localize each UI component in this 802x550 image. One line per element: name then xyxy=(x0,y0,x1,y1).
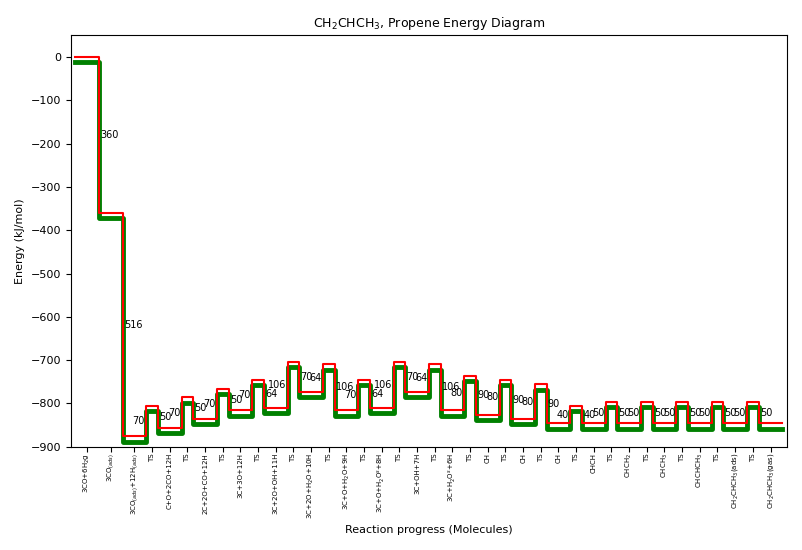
Text: 64: 64 xyxy=(371,389,383,399)
Text: 64: 64 xyxy=(265,389,277,399)
Text: 50: 50 xyxy=(733,408,746,417)
Title: CH$_2$CHCH$_3$, Propene Energy Diagram: CH$_2$CHCH$_3$, Propene Energy Diagram xyxy=(313,15,545,32)
Text: 80: 80 xyxy=(521,397,533,406)
Text: 106: 106 xyxy=(336,382,354,392)
Text: 90: 90 xyxy=(477,390,489,400)
Text: 50: 50 xyxy=(662,408,675,417)
Text: 70: 70 xyxy=(239,390,251,400)
Text: 70: 70 xyxy=(407,372,419,382)
Text: 50: 50 xyxy=(724,408,737,417)
Text: 70: 70 xyxy=(203,399,216,409)
Text: 50: 50 xyxy=(689,408,702,417)
Y-axis label: Energy (kJ/mol): Energy (kJ/mol) xyxy=(15,198,25,284)
Text: 80: 80 xyxy=(486,392,498,403)
Text: 106: 106 xyxy=(374,380,392,390)
Text: 90: 90 xyxy=(512,394,525,404)
Text: 40: 40 xyxy=(557,410,569,420)
Text: 50: 50 xyxy=(618,408,631,417)
Text: 50: 50 xyxy=(654,408,666,417)
Text: 516: 516 xyxy=(124,320,142,329)
Text: 70: 70 xyxy=(132,416,145,426)
Text: 80: 80 xyxy=(451,388,463,398)
Text: 40: 40 xyxy=(583,410,595,420)
Text: 50: 50 xyxy=(760,408,772,417)
Text: 50: 50 xyxy=(230,394,242,404)
Text: 64: 64 xyxy=(310,373,322,383)
Text: 64: 64 xyxy=(415,373,427,383)
Text: 50: 50 xyxy=(194,403,207,413)
Text: 106: 106 xyxy=(268,380,286,390)
Text: 70: 70 xyxy=(301,372,313,382)
Text: 70: 70 xyxy=(168,408,180,417)
Text: 50: 50 xyxy=(627,408,640,417)
Text: 360: 360 xyxy=(100,130,119,140)
Text: 106: 106 xyxy=(442,382,460,392)
Text: 70: 70 xyxy=(345,390,357,400)
Text: 50: 50 xyxy=(698,408,711,417)
Text: 90: 90 xyxy=(548,399,560,409)
X-axis label: Reaction progress (Molecules): Reaction progress (Molecules) xyxy=(345,525,512,535)
Text: 50: 50 xyxy=(159,412,172,422)
Text: 50: 50 xyxy=(592,408,605,417)
